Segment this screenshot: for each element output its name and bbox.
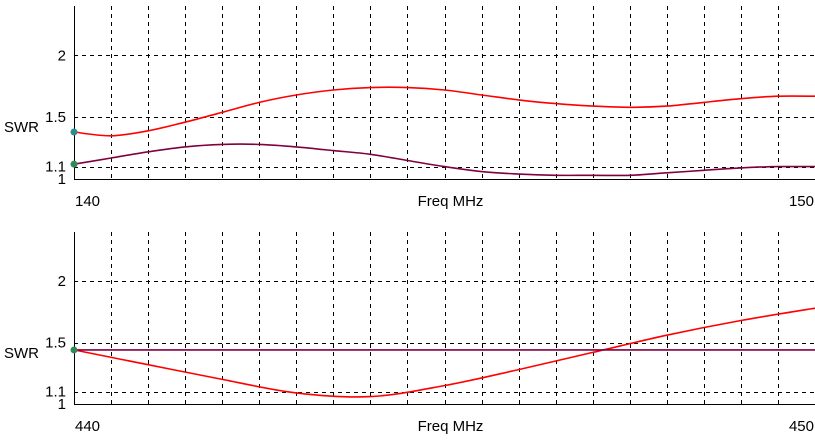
y-axis-label: SWR <box>4 119 39 136</box>
y-tick-label: 1 <box>58 171 66 188</box>
x-tick-label: 450 <box>789 418 814 435</box>
series-start-marker <box>70 160 78 168</box>
x-axis-label: Freq MHz <box>418 418 484 435</box>
y-axis-label: SWR <box>4 345 39 362</box>
swr-series-line-1 <box>73 307 815 398</box>
y-tick-label: 2 <box>58 47 66 64</box>
series-start-marker <box>70 128 78 136</box>
x-tick-label: 150 <box>789 193 814 210</box>
swr-series-line-2 <box>73 143 815 177</box>
y-tick-label: 1.5 <box>45 109 66 126</box>
y-tick-label: 1.1 <box>45 159 66 176</box>
x-tick-label: 440 <box>75 418 100 435</box>
y-tick-label: 1.1 <box>45 384 66 401</box>
series-start-marker <box>70 346 78 354</box>
y-tick-label: 1.5 <box>45 335 66 352</box>
y-tick-label: 1 <box>58 396 66 413</box>
swr-series-line-1 <box>73 86 815 137</box>
chart-panel-2: 2 1.5 1.11 SWR 440 450 Freq MHz <box>4 232 815 435</box>
y-tick-label: 2 <box>58 273 66 290</box>
chart-panel-1: 2 1.5 1.11 SWR 140 150 Freq MHz <box>4 6 815 210</box>
x-axis-label: Freq MHz <box>418 193 484 210</box>
x-tick-label: 140 <box>75 193 100 210</box>
